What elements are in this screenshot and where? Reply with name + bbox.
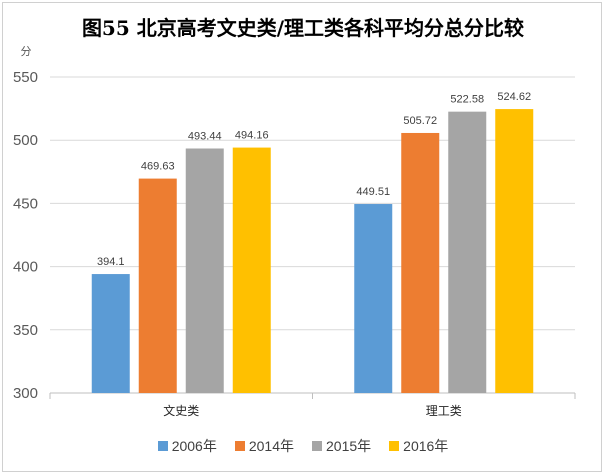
legend-item: 2015年	[312, 436, 371, 456]
legend-swatch	[234, 441, 245, 451]
legend-label: 2016年	[403, 438, 449, 454]
legend-item: 2014年	[234, 436, 294, 456]
data-label: 505.72	[403, 115, 437, 127]
data-label: 494.16	[235, 130, 269, 142]
x-category-label: 理工类	[426, 404, 462, 418]
bar-2015年-理工类	[448, 111, 487, 394]
legend-label: 2014年	[248, 438, 294, 454]
chart-title: 图55 北京高考文史类/理工类各科平均分总分比较	[81, 16, 525, 40]
y-tick-label: 550	[13, 69, 38, 86]
legend-swatch	[312, 441, 322, 451]
bar-2016年-文史类	[232, 147, 271, 393]
y-tick-label: 400	[13, 259, 38, 276]
bar-2006年-文史类	[91, 274, 130, 393]
x-category-label: 文史类	[163, 403, 199, 418]
legend-label: 2006年	[171, 438, 217, 454]
legend-label: 2015年	[326, 438, 372, 454]
bar-2006年-理工类	[354, 204, 393, 393]
bar-2014年-文史类	[138, 178, 177, 393]
data-label: 524.62	[497, 91, 531, 103]
y-tick-label: 300	[13, 385, 38, 402]
y-tick-label: 350	[13, 322, 38, 339]
legend-item: 2006年	[157, 436, 217, 456]
bar-2016年-理工类	[495, 109, 534, 393]
legend-item: 2016年	[389, 436, 448, 456]
legend-swatch	[389, 441, 400, 451]
data-label: 394.1	[97, 256, 125, 268]
bar-2014年-理工类	[401, 132, 440, 394]
y-tick-label: 450	[13, 195, 38, 212]
data-label: 522.58	[450, 94, 484, 106]
bar-2015年-文史类	[185, 148, 224, 393]
data-label: 469.63	[141, 161, 175, 173]
legend: 2006年 2014年 2015年 2016年	[0, 436, 606, 456]
data-label: 493.44	[188, 130, 222, 142]
legend-swatch	[157, 441, 168, 451]
y-tick-label: 500	[13, 132, 38, 149]
data-label: 449.51	[356, 186, 390, 198]
y-unit-label: 分	[21, 45, 32, 58]
